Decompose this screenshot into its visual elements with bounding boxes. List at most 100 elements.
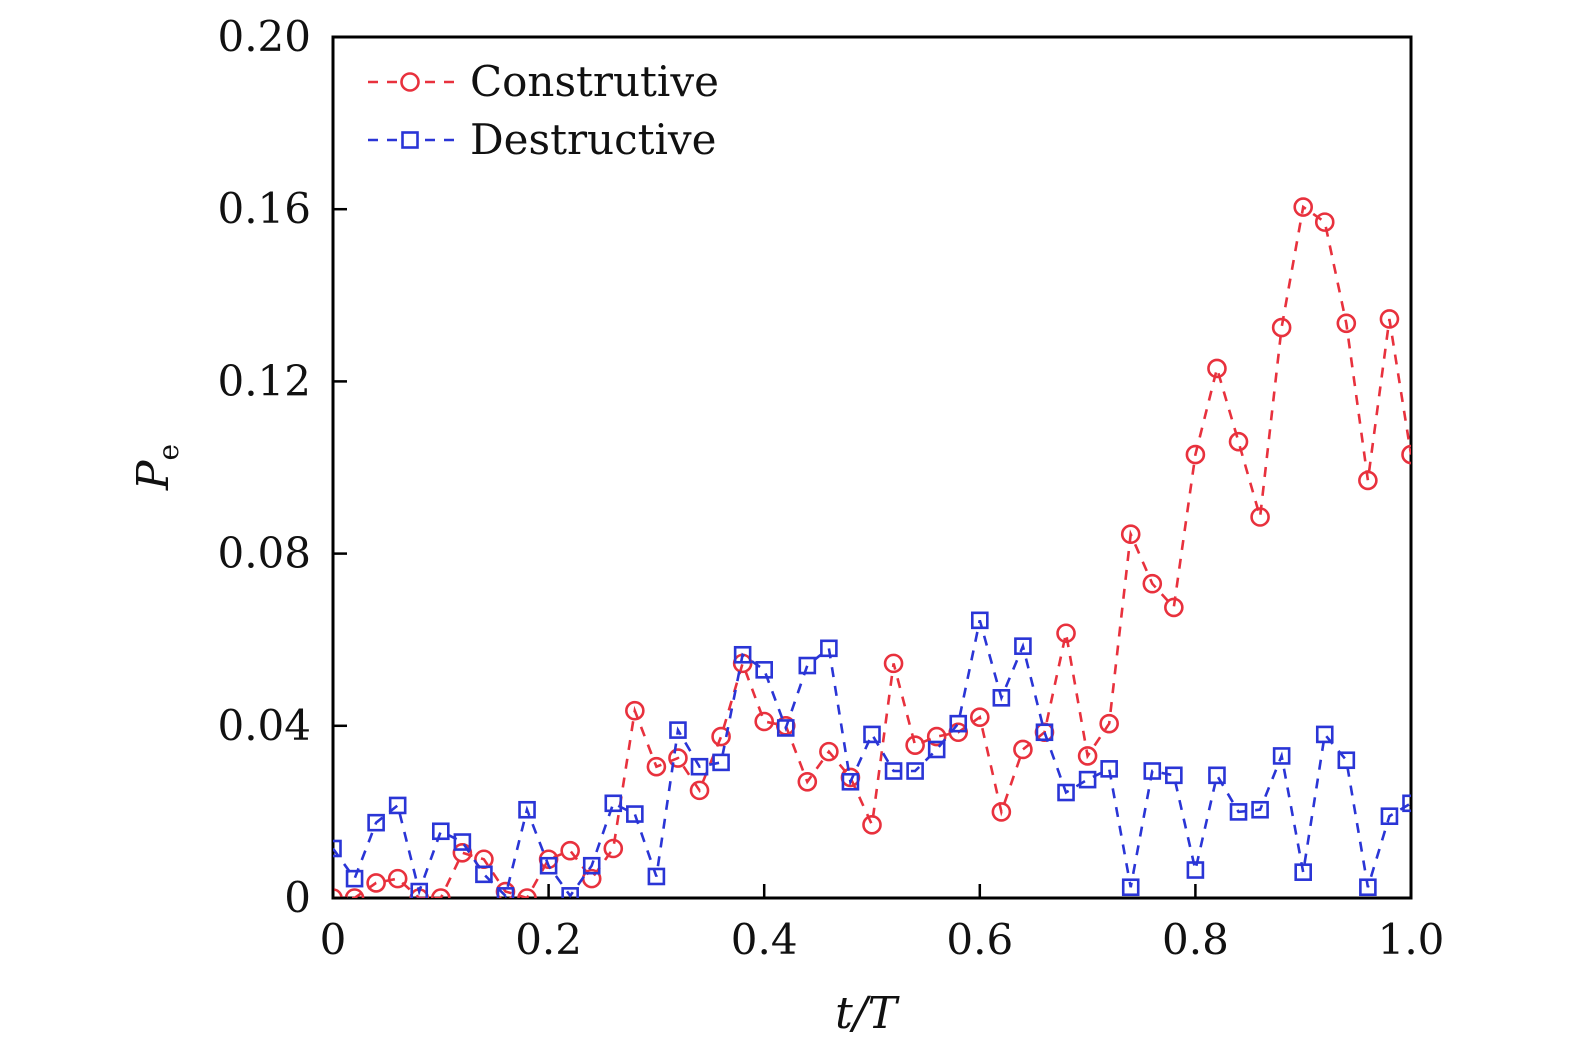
data-point — [1100, 760, 1118, 778]
data-point — [884, 762, 903, 780]
x-tick-label: 0 — [320, 915, 347, 964]
data-point — [625, 700, 645, 721]
data-point — [1337, 751, 1356, 770]
data-point — [1078, 770, 1097, 789]
data-point — [1250, 507, 1270, 527]
data-point — [410, 882, 429, 898]
series-line — [333, 619, 1411, 898]
data-point — [1251, 800, 1269, 819]
data-point — [431, 888, 451, 898]
data-point — [1229, 803, 1248, 821]
plot-frame — [331, 35, 1413, 900]
data-point — [668, 748, 688, 768]
data-point — [518, 800, 536, 819]
data-point — [1164, 597, 1184, 618]
data-point — [1142, 573, 1163, 594]
y-tick-label: 0.12 — [217, 356, 311, 405]
data-point — [1402, 794, 1411, 813]
data-point — [647, 867, 666, 886]
data-point — [1077, 746, 1098, 766]
data-point — [755, 661, 774, 679]
y-tick-label: 0.04 — [217, 701, 311, 750]
data-point — [1013, 739, 1033, 760]
data-point — [1143, 762, 1162, 780]
data-point — [1314, 212, 1335, 232]
data-point — [905, 735, 925, 755]
legend: Construtive Destructive — [368, 57, 719, 164]
data-point — [776, 719, 795, 737]
data-point — [1165, 766, 1183, 785]
data-point — [1185, 444, 1206, 465]
data-point — [1014, 637, 1032, 655]
data-point — [712, 753, 730, 772]
data-point — [669, 721, 687, 739]
data-point — [333, 839, 342, 858]
data-point — [1271, 317, 1292, 338]
data-point — [1380, 807, 1399, 826]
data-point — [1056, 623, 1076, 644]
data-point — [1035, 723, 1054, 742]
series-construtive — [333, 197, 1411, 898]
y-tick-label: 0 — [284, 873, 311, 922]
y-tick-label: 0.20 — [217, 12, 311, 61]
data-point — [1208, 766, 1226, 785]
data-point — [646, 756, 667, 777]
data-point — [1121, 878, 1140, 897]
data-point — [431, 822, 450, 841]
data-point — [517, 888, 537, 898]
data-point — [344, 888, 365, 898]
series-destructive — [333, 611, 1411, 898]
data-point — [1228, 431, 1249, 452]
data-point — [927, 740, 946, 759]
data-point — [366, 873, 386, 893]
series-layer — [333, 197, 1411, 898]
data-point — [689, 780, 710, 801]
data-point — [992, 689, 1011, 707]
data-point — [1293, 197, 1313, 217]
data-point — [820, 639, 838, 658]
data-point — [754, 711, 775, 732]
data-point — [1294, 863, 1312, 881]
data-point — [560, 840, 580, 861]
data-point — [733, 645, 752, 664]
y-axis-label-subscript: e — [152, 444, 185, 461]
data-point — [1099, 713, 1119, 734]
x-tick-label: 0.4 — [731, 915, 798, 964]
data-point — [1186, 861, 1205, 879]
legend-marker — [401, 131, 419, 149]
data-point — [926, 726, 947, 747]
legend-marker — [400, 72, 420, 92]
data-point — [561, 887, 579, 898]
data-point — [453, 833, 472, 851]
data-point — [604, 794, 623, 813]
data-point — [1379, 309, 1400, 329]
data-point — [1336, 313, 1357, 334]
data-point — [841, 772, 860, 791]
data-point — [582, 856, 601, 875]
x-tick-label: 0.6 — [946, 915, 1013, 964]
data-point — [603, 838, 624, 859]
data-point — [1315, 725, 1334, 744]
data-point — [367, 813, 385, 832]
data-point — [345, 869, 364, 888]
legend-item: Destructive — [368, 115, 717, 164]
data-point — [387, 868, 408, 889]
data-point — [1359, 878, 1377, 897]
y-axis-label: P — [128, 459, 179, 491]
data-point — [797, 771, 818, 792]
data-point — [626, 805, 644, 823]
data-point — [949, 714, 968, 733]
legend-label: Construtive — [470, 57, 719, 106]
data-point — [970, 611, 989, 630]
data-point — [883, 653, 904, 674]
y-axis-label-group: Pe — [128, 444, 185, 491]
data-point — [862, 815, 882, 835]
data-point — [475, 865, 493, 884]
x-axis-label: t/T — [835, 988, 901, 1039]
data-point — [991, 802, 1012, 822]
y-tick-label: 0.16 — [217, 184, 311, 233]
x-tick-label: 1.0 — [1378, 915, 1445, 964]
data-point — [388, 796, 407, 815]
